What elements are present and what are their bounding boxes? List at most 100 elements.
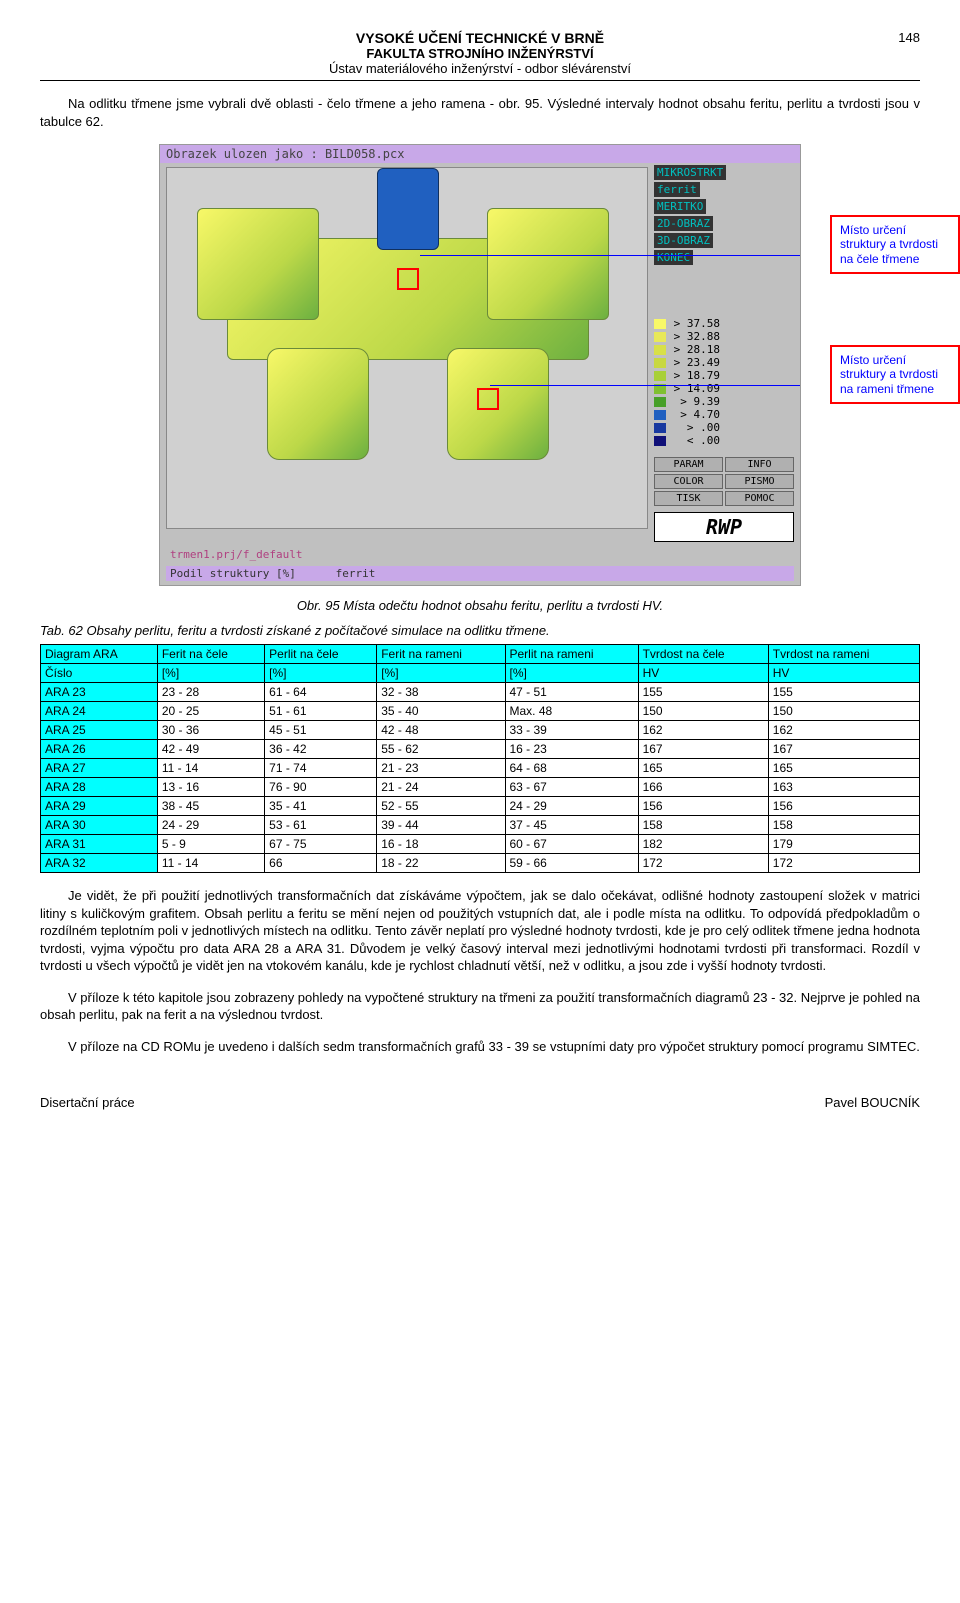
side-label-3: 2D-OBRAZ (654, 216, 713, 231)
legend-row-7: > 4.70 (654, 408, 794, 421)
table-cell: 37 - 45 (505, 816, 638, 835)
table-cell: 158 (768, 816, 919, 835)
legend-swatch (654, 410, 666, 420)
table-header: Perlit na rameni (505, 645, 638, 664)
legend-swatch (654, 371, 666, 381)
table-cell: 60 - 67 (505, 835, 638, 854)
footer-left: Disertační práce (40, 1095, 135, 1110)
legend-swatch (654, 345, 666, 355)
simulation-figure: Obrazek ulozen jako : BILD058.pcx MIKROS… (159, 144, 801, 586)
table-header: Ferit na čele (157, 645, 264, 664)
sim-button-color[interactable]: COLOR (654, 474, 723, 489)
table-cell: 167 (768, 740, 919, 759)
legend-value: < .00 (670, 434, 720, 447)
sim-button-tisk[interactable]: TISK (654, 491, 723, 506)
table-cell: 36 - 42 (265, 740, 377, 759)
table-cell: 33 - 39 (505, 721, 638, 740)
legend-value: > 18.79 (670, 369, 720, 382)
legend-value: > 32.88 (670, 330, 720, 343)
table-cell: ARA 24 (41, 702, 158, 721)
table-cell: 42 - 49 (157, 740, 264, 759)
legend-value: > 37.58 (670, 317, 720, 330)
table-row: ARA 2938 - 4535 - 4152 - 5524 - 29156156 (41, 797, 920, 816)
table-cell: ARA 31 (41, 835, 158, 854)
table-row: ARA 2711 - 1471 - 7421 - 2364 - 68165165 (41, 759, 920, 778)
table-cell: 158 (638, 816, 768, 835)
legend-row-1: > 32.88 (654, 330, 794, 343)
table-cell: 38 - 45 (157, 797, 264, 816)
table-cell: 63 - 67 (505, 778, 638, 797)
results-table: Diagram ARAFerit na čelePerlit na čeleFe… (40, 644, 920, 873)
table-cell: 42 - 48 (377, 721, 505, 740)
legend-value: > 14.09 (670, 382, 720, 395)
sim-canvas (166, 167, 648, 529)
table-cell: 11 - 14 (157, 759, 264, 778)
legend-swatch (654, 436, 666, 446)
legend-value: > 9.39 (670, 395, 720, 408)
legend-swatch (654, 332, 666, 342)
legend-row-6: > 9.39 (654, 395, 794, 408)
table-cell: ARA 27 (41, 759, 158, 778)
legend-swatch (654, 319, 666, 329)
legend-row-0: > 37.58 (654, 317, 794, 330)
table-cell: 71 - 74 (265, 759, 377, 778)
callout-line-1 (420, 255, 800, 256)
rwp-logo: RWP (654, 512, 794, 542)
table-cell: 24 - 29 (505, 797, 638, 816)
sim-titlebar: Obrazek ulozen jako : BILD058.pcx (160, 145, 800, 163)
table-cell: 11 - 14 (157, 854, 264, 873)
legend-value: > 28.18 (670, 343, 720, 356)
sim-button-info[interactable]: INFO (725, 457, 794, 472)
table-cell: 150 (638, 702, 768, 721)
legend-swatch (654, 423, 666, 433)
legend-row-2: > 28.18 (654, 343, 794, 356)
table-cell: 167 (638, 740, 768, 759)
paragraph-3: V příloze na CD ROMu je uvedeno i dalšíc… (40, 1038, 920, 1056)
table-row: ARA 2642 - 4936 - 4255 - 6216 - 23167167 (41, 740, 920, 759)
table-cell: 20 - 25 (157, 702, 264, 721)
marker-cele (397, 268, 419, 290)
table-header: Diagram ARA (41, 645, 158, 664)
table-subheader: HV (768, 664, 919, 683)
footer-bar-left: Podil struktury [%] (170, 567, 296, 580)
table-subheader: HV (638, 664, 768, 683)
table-cell: 155 (768, 683, 919, 702)
legend-swatch (654, 397, 666, 407)
table-cell: ARA 25 (41, 721, 158, 740)
table-cell: 156 (638, 797, 768, 816)
paragraph-2: V příloze k této kapitole jsou zobrazeny… (40, 989, 920, 1024)
table-header: Tvrdost na rameni (768, 645, 919, 664)
table-cell: ARA 30 (41, 816, 158, 835)
table-row: ARA 3211 - 146618 - 2259 - 66172172 (41, 854, 920, 873)
legend-swatch (654, 358, 666, 368)
table-cell: 35 - 41 (265, 797, 377, 816)
table-cell: 55 - 62 (377, 740, 505, 759)
table-cell: 61 - 64 (265, 683, 377, 702)
table-cell: 30 - 36 (157, 721, 264, 740)
table-cell: 39 - 44 (377, 816, 505, 835)
legend-value: > 4.70 (670, 408, 720, 421)
table-cell: 67 - 75 (265, 835, 377, 854)
legend-value: > 23.49 (670, 356, 720, 369)
paragraph-1: Je vidět, že při použití jednotlivých tr… (40, 887, 920, 975)
table-cell: ARA 28 (41, 778, 158, 797)
table-row: ARA 3024 - 2953 - 6139 - 4437 - 45158158 (41, 816, 920, 835)
sim-button-pismo[interactable]: PISMO (725, 474, 794, 489)
sim-sidebar: MIKROSTRKTferritMERITKO2D-OBRAZ3D-OBRAZK… (654, 165, 794, 542)
table-cell: 162 (768, 721, 919, 740)
header-line1: VYSOKÉ UČENÍ TECHNICKÉ V BRNĚ (40, 30, 920, 46)
sim-button-param[interactable]: PARAM (654, 457, 723, 472)
table-cell: 172 (768, 854, 919, 873)
table-cell: 166 (638, 778, 768, 797)
table-cell: ARA 29 (41, 797, 158, 816)
table-cell: 52 - 55 (377, 797, 505, 816)
table-cell: 13 - 16 (157, 778, 264, 797)
sim-button-pomoc[interactable]: POMOC (725, 491, 794, 506)
side-label-1: ferrit (654, 182, 700, 197)
table-cell: 47 - 51 (505, 683, 638, 702)
prj-path: trmen1.prj/f_default (170, 548, 302, 561)
callout-line-2 (490, 385, 800, 386)
legend-value: > .00 (670, 421, 720, 434)
table-row: ARA 2323 - 2861 - 6432 - 3847 - 51155155 (41, 683, 920, 702)
table-cell: 53 - 61 (265, 816, 377, 835)
